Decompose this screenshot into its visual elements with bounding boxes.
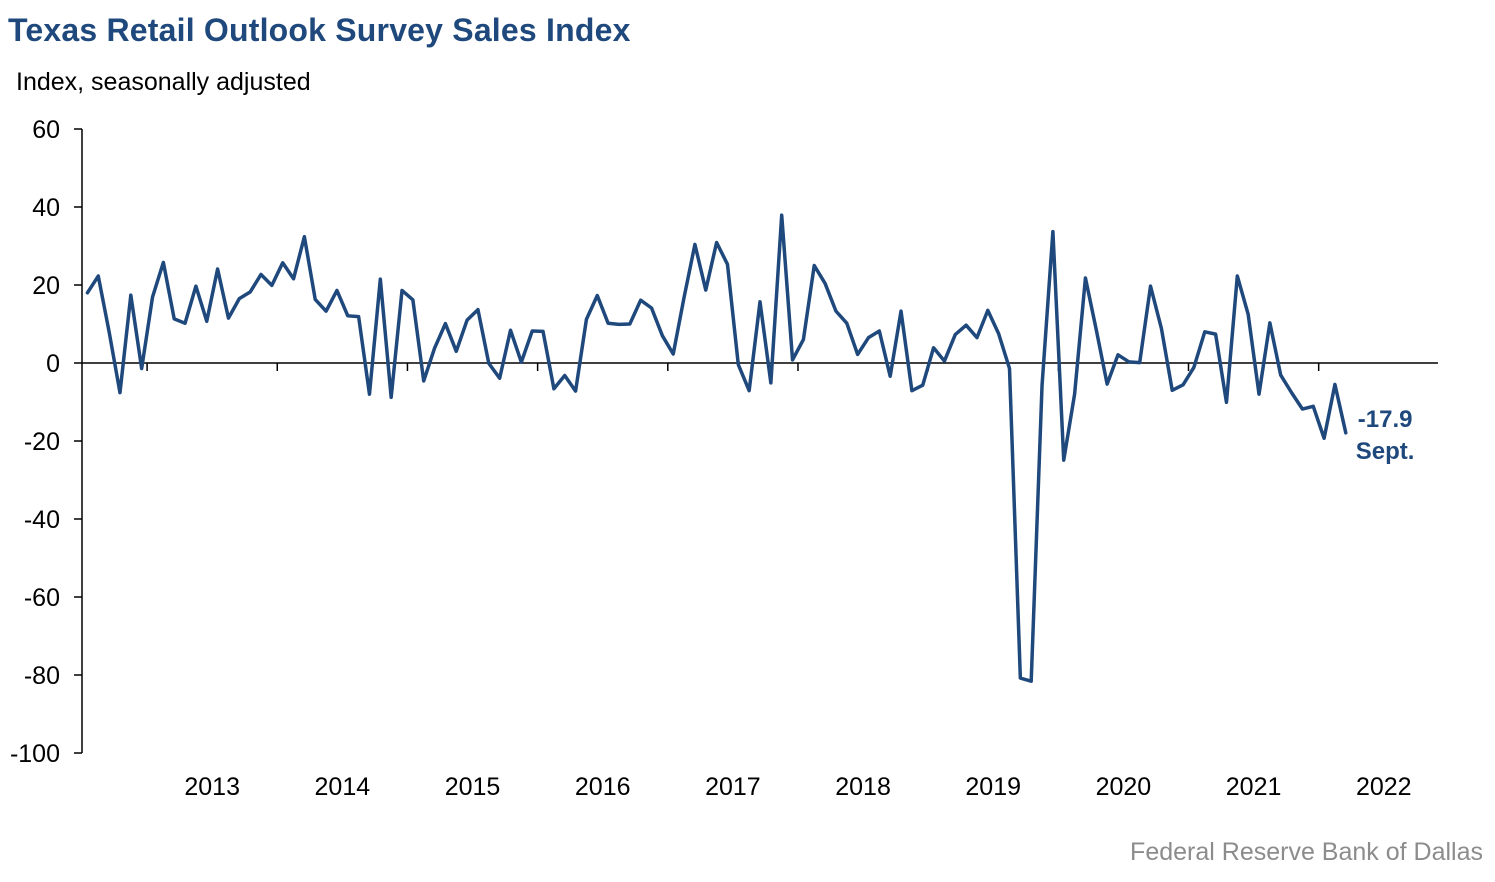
y-tick-label: -20 [24, 428, 60, 456]
source-credit: Federal Reserve Bank of Dallas [1130, 838, 1483, 866]
x-tick-label: 2018 [835, 773, 891, 801]
chart-subtitle: Index, seasonally adjusted [16, 68, 311, 96]
x-tick-label: 2016 [575, 773, 631, 801]
x-tick-label: 2013 [184, 773, 240, 801]
y-tick-label: -40 [24, 506, 60, 534]
y-tick-label: -60 [24, 584, 60, 612]
series-line [85, 213, 1348, 683]
y-tick-label: -100 [10, 740, 60, 768]
y-tick-label: 40 [32, 194, 60, 222]
x-tick-label: 2015 [445, 773, 501, 801]
axes [81, 129, 1438, 753]
end-month-label: Sept. [1356, 438, 1415, 465]
x-tick-label: 2017 [705, 773, 761, 801]
y-tick-label: 60 [32, 116, 60, 144]
x-tick-label: 2014 [315, 773, 371, 801]
end-value-label: -17.9 [1358, 406, 1413, 433]
y-tick-label: 20 [32, 272, 60, 300]
chart-title: Texas Retail Outlook Survey Sales Index [8, 12, 631, 48]
x-tick-label: 2021 [1226, 773, 1282, 801]
y-tick-label: 0 [46, 350, 60, 378]
y-ticks: 60 40 20 0 -20 -40 -60 -80 -100 [10, 116, 82, 768]
y-tick-label: -80 [24, 662, 60, 690]
x-tick-label: 2022 [1356, 773, 1412, 801]
x-tick-label: 2019 [965, 773, 1021, 801]
x-tick-label: 2020 [1096, 773, 1152, 801]
x-ticks: 2013 2014 2015 2016 2017 2018 2019 2020 2021 2022 [146, 363, 1412, 801]
